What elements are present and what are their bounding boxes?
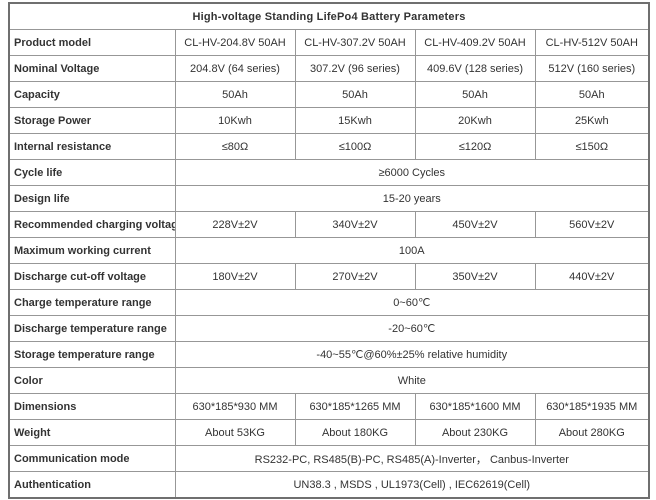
row-label: Storage temperature range — [8, 341, 176, 368]
cell-value: 409.6V (128 series) — [414, 55, 536, 82]
cell-value: 630*185*1935 MM — [534, 393, 650, 420]
cell-value-span: White — [174, 367, 650, 394]
row-label: Design life — [8, 185, 176, 212]
cell-value-span: 15-20 years — [174, 185, 650, 212]
row-label: Communication mode — [8, 445, 176, 472]
cell-value: ≤80Ω — [174, 133, 296, 160]
cell-value-span: RS232-PC, RS485(B)-PC, RS485(A)-Inverter… — [174, 445, 650, 472]
table-row: Communication mode RS232-PC, RS485(B)-PC… — [8, 445, 650, 472]
table-row: Weight About 53KG About 180KG About 230K… — [8, 419, 650, 446]
cell-value: CL-HV-307.2V 50AH — [294, 29, 416, 56]
table-row: Discharge temperature range -20~60℃ — [8, 315, 650, 342]
cell-value: 307.2V (96 series) — [294, 55, 416, 82]
row-label: Discharge temperature range — [8, 315, 176, 342]
table-row: Discharge cut-off voltage 180V±2V 270V±2… — [8, 263, 650, 290]
row-label: Internal resistance — [8, 133, 176, 160]
cell-value: About 180KG — [294, 419, 416, 446]
cell-value: 350V±2V — [414, 263, 536, 290]
cell-value: 15Kwh — [294, 107, 416, 134]
row-label: Weight — [8, 419, 176, 446]
cell-value: CL-HV-204.8V 50AH — [174, 29, 296, 56]
cell-value: About 280KG — [534, 419, 650, 446]
cell-value: 50Ah — [294, 81, 416, 108]
row-label: Charge temperature range — [8, 289, 176, 316]
cell-value: 560V±2V — [534, 211, 650, 238]
cell-value: 630*185*1265 MM — [294, 393, 416, 420]
table-row: Dimensions 630*185*930 MM 630*185*1265 M… — [8, 393, 650, 420]
battery-parameters-table: High-voltage Standing LifePo4 Battery Pa… — [8, 2, 651, 499]
cell-value: ≤150Ω — [534, 133, 650, 160]
table-row: Charge temperature range 0~60℃ — [8, 289, 650, 316]
cell-value: 50Ah — [174, 81, 296, 108]
table-row: Recommended charging voltage 228V±2V 340… — [8, 211, 650, 238]
table-row: Maximum working current 100A — [8, 237, 650, 264]
cell-value: 228V±2V — [174, 211, 296, 238]
cell-value: 20Kwh — [414, 107, 536, 134]
table-row: Cycle life ≥6000 Cycles — [8, 159, 650, 186]
cell-value: 180V±2V — [174, 263, 296, 290]
cell-value: ≤120Ω — [414, 133, 536, 160]
row-label: Authentication — [8, 471, 176, 499]
row-label: Color — [8, 367, 176, 394]
cell-value: 270V±2V — [294, 263, 416, 290]
cell-value: 50Ah — [414, 81, 536, 108]
row-label: Storage Power — [8, 107, 176, 134]
cell-value: About 53KG — [174, 419, 296, 446]
row-label: Nominal Voltage — [8, 55, 176, 82]
table-row: Design life 15-20 years — [8, 185, 650, 212]
table-row: Authentication UN38.3 , MSDS , UL1973(Ce… — [8, 471, 650, 499]
cell-value: 630*185*1600 MM — [414, 393, 536, 420]
cell-value-span: 100A — [174, 237, 650, 264]
row-label: Dimensions — [8, 393, 176, 420]
cell-value: 50Ah — [534, 81, 650, 108]
cell-value: 10Kwh — [174, 107, 296, 134]
row-label: Recommended charging voltage — [8, 211, 176, 238]
cell-value: 440V±2V — [534, 263, 650, 290]
cell-value: CL-HV-512V 50AH — [534, 29, 650, 56]
cell-value: 204.8V (64 series) — [174, 55, 296, 82]
cell-value-span: -20~60℃ — [174, 315, 650, 342]
row-label: Capacity — [8, 81, 176, 108]
row-label: Discharge cut-off voltage — [8, 263, 176, 290]
cell-value: 512V (160 series) — [534, 55, 650, 82]
table-row: Color White — [8, 367, 650, 394]
table-row: Storage Power 10Kwh 15Kwh 20Kwh 25Kwh — [8, 107, 650, 134]
cell-value-span: -40~55℃@60%±25% relative humidity — [174, 341, 650, 368]
row-label: Cycle life — [8, 159, 176, 186]
cell-value-span: 0~60℃ — [174, 289, 650, 316]
cell-value-span: UN38.3 , MSDS , UL1973(Cell) , IEC62619(… — [174, 471, 650, 499]
cell-value: 630*185*930 MM — [174, 393, 296, 420]
title-row: High-voltage Standing LifePo4 Battery Pa… — [8, 2, 650, 30]
cell-value-span: ≥6000 Cycles — [174, 159, 650, 186]
cell-value: 25Kwh — [534, 107, 650, 134]
table-row: Internal resistance ≤80Ω ≤100Ω ≤120Ω ≤15… — [8, 133, 650, 160]
cell-value: CL-HV-409.2V 50AH — [414, 29, 536, 56]
table-row: Product model CL-HV-204.8V 50AH CL-HV-30… — [8, 29, 650, 56]
row-label: Maximum working current — [8, 237, 176, 264]
cell-value: 450V±2V — [414, 211, 536, 238]
cell-value: About 230KG — [414, 419, 536, 446]
table-row: Capacity 50Ah 50Ah 50Ah 50Ah — [8, 81, 650, 108]
page-title: High-voltage Standing LifePo4 Battery Pa… — [8, 2, 650, 30]
cell-value: ≤100Ω — [294, 133, 416, 160]
table-row: Nominal Voltage 204.8V (64 series) 307.2… — [8, 55, 650, 82]
row-label: Product model — [8, 29, 176, 56]
cell-value: 340V±2V — [294, 211, 416, 238]
table-row: Storage temperature range -40~55℃@60%±25… — [8, 341, 650, 368]
